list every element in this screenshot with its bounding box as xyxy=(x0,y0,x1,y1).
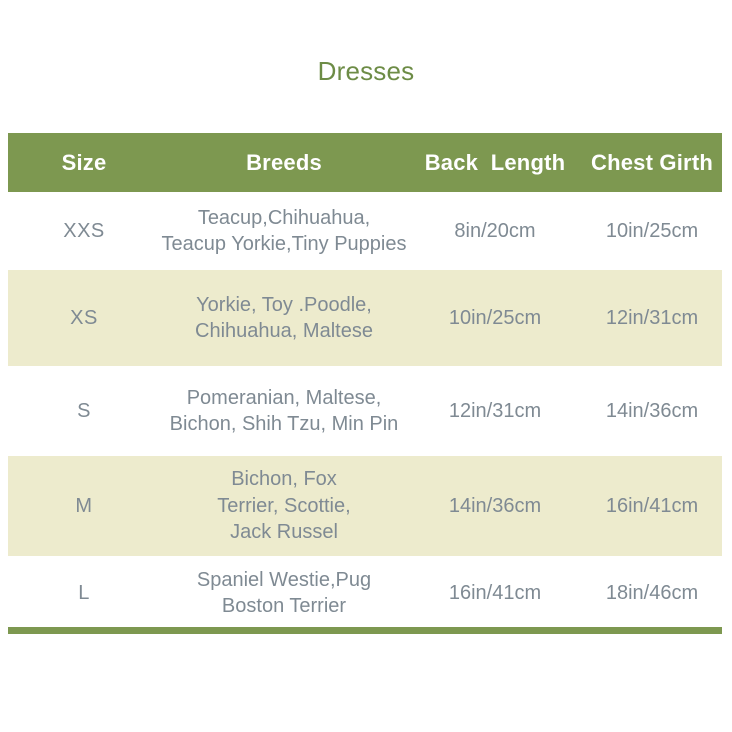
cell-back-length: 10in/25cm xyxy=(448,306,542,329)
column-header-chest-girth: Chest Girth xyxy=(591,149,713,175)
table-header: Size Breeds Back Length Chest Girth xyxy=(8,133,722,192)
cell-chest-girth: 18in/46cm xyxy=(605,581,699,604)
table-row: XS Yorkie, Toy .Poodle, Chihuahua, Malte… xyxy=(8,270,722,366)
cell-breeds: Teacup,Chihuahua, Teacup Yorkie,Tiny Pup… xyxy=(160,192,408,270)
table-bottom-rule xyxy=(8,627,722,634)
cell-breeds: Yorkie, Toy .Poodle, Chihuahua, Maltese xyxy=(160,270,408,366)
table-header-row: Size Breeds Back Length Chest Girth xyxy=(8,133,722,192)
cell-back-length: 16in/41cm xyxy=(448,581,542,604)
cell-breeds: Bichon, Fox Terrier, Scottie, Jack Russe… xyxy=(160,456,408,556)
breeds-line: Teacup,Chihuahua, xyxy=(197,206,371,229)
breeds-line: Boston Terrier xyxy=(221,595,347,617)
cell-size: S xyxy=(77,399,91,422)
cell-back-length: 8in/20cm xyxy=(454,219,536,242)
breeds-line: Terrier, Scottie, xyxy=(217,494,351,517)
column-header-breeds: Breeds xyxy=(246,149,322,175)
table-row: M Bichon, Fox Terrier, Scottie, Jack Rus… xyxy=(8,456,722,556)
breeds-line: Spaniel Westie,Pug xyxy=(196,568,372,591)
column-header-size: Size xyxy=(61,149,107,175)
table-row: S Pomeranian, Maltese, Bichon, Shih Tzu,… xyxy=(8,366,722,456)
table-row: L Spaniel Westie,Pug Boston Terrier 16in… xyxy=(8,556,722,630)
breeds-line: Teacup Yorkie,Tiny Puppies xyxy=(161,233,407,255)
cell-size: L xyxy=(78,581,90,604)
breeds-line: Bichon, Fox xyxy=(231,468,337,491)
cell-breeds: Pomeranian, Maltese, Bichon, Shih Tzu, M… xyxy=(160,366,408,456)
table-body: XXS Teacup,Chihuahua, Teacup Yorkie,Tiny… xyxy=(8,192,722,630)
column-header-back-length: Back Length xyxy=(424,149,566,175)
cell-chest-girth: 16in/41cm xyxy=(605,494,699,517)
cell-chest-girth: 10in/25cm xyxy=(605,219,699,242)
cell-size: M xyxy=(75,494,93,517)
breeds-line: Yorkie, Toy .Poodle, xyxy=(196,293,372,316)
size-chart-table: Size Breeds Back Length Chest Girth XXS … xyxy=(8,133,722,630)
cell-back-length: 12in/31cm xyxy=(448,399,542,422)
cell-back-length: 14in/36cm xyxy=(448,494,542,517)
breeds-line: Chihuahua, Maltese xyxy=(195,320,373,342)
breeds-line: Bichon, Shih Tzu, Min Pin xyxy=(169,413,399,435)
table-row: XXS Teacup,Chihuahua, Teacup Yorkie,Tiny… xyxy=(8,192,722,270)
breeds-line: Pomeranian, Maltese, xyxy=(186,386,382,409)
cell-chest-girth: 12in/31cm xyxy=(605,306,699,329)
breeds-line: Jack Russel xyxy=(230,521,338,544)
cell-breeds: Spaniel Westie,Pug Boston Terrier xyxy=(160,556,408,630)
cell-size: XS xyxy=(70,306,98,329)
cell-chest-girth: 14in/36cm xyxy=(605,399,699,422)
cell-size: XXS xyxy=(63,219,105,242)
page-title: Dresses xyxy=(317,56,415,86)
